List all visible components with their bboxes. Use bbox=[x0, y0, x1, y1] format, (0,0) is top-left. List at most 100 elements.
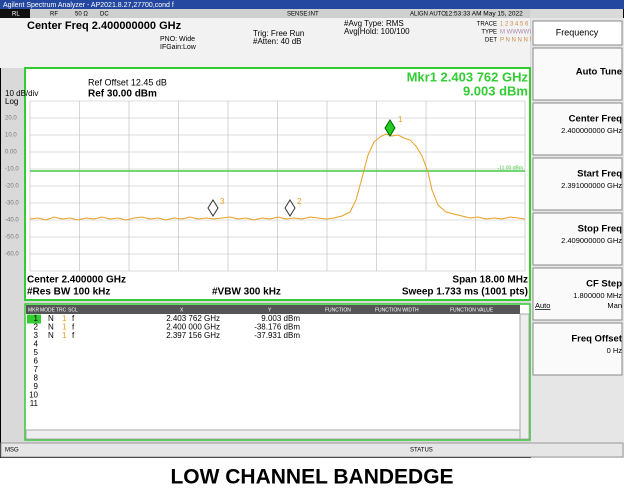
span: Span 18.00 MHz bbox=[452, 275, 528, 286]
trace-nums: 1 2 3 4 5 6 bbox=[500, 22, 529, 28]
marker-3 bbox=[207, 199, 219, 217]
menu-title-box bbox=[532, 20, 623, 46]
table-header-cell: MODE bbox=[40, 307, 56, 313]
table-row-num: 9 bbox=[34, 382, 39, 391]
table-cell: N bbox=[48, 323, 54, 332]
menu-button[interactable] bbox=[532, 157, 623, 211]
table-row-num: 4 bbox=[34, 340, 39, 349]
menu-button-label: Stop Freq bbox=[578, 224, 623, 235]
log: Log bbox=[5, 97, 18, 106]
title-bar bbox=[0, 0, 624, 9]
rf: RF bbox=[50, 12, 58, 18]
caption: LOW CHANNEL BANDEDGE bbox=[170, 466, 453, 489]
y-tick-label: -10.0 bbox=[5, 167, 19, 173]
marker-table bbox=[24, 303, 531, 441]
marker-freq: Mkr1 2.403 762 GHz bbox=[407, 69, 529, 84]
table-row-num: 7 bbox=[34, 365, 39, 374]
status-label: STATUS bbox=[410, 448, 433, 454]
impedance: 50 Ω bbox=[75, 12, 88, 18]
y-tick-label: -20.0 bbox=[5, 184, 19, 190]
table-cell: 2 bbox=[34, 323, 39, 332]
scrollbar bbox=[519, 313, 530, 440]
marker-level: 9.003 dBm bbox=[463, 83, 528, 98]
ifgain: IFGain:Low bbox=[160, 44, 197, 51]
table-cell: f bbox=[72, 323, 75, 332]
table-cell: 2.403 762 GHz bbox=[166, 314, 220, 323]
marker-1-label: 1 bbox=[398, 115, 403, 124]
menu-button-value: 2.400000000 GHz bbox=[561, 126, 622, 135]
menu-button-label: Freq Offset bbox=[571, 334, 623, 345]
h-scrollbar bbox=[25, 429, 521, 440]
y-tick-label: -60.0 bbox=[5, 252, 19, 258]
table-header-cell: TRC bbox=[56, 307, 67, 313]
table-header bbox=[26, 305, 520, 314]
menu-button[interactable] bbox=[532, 322, 623, 376]
table-row-num: 5 bbox=[34, 348, 39, 357]
table-cell: N bbox=[48, 314, 54, 323]
y-tick-label: 20.0 bbox=[5, 116, 17, 122]
ref-offset: Ref Offset 12.45 dB bbox=[88, 77, 167, 87]
marker-1 bbox=[384, 119, 396, 137]
table-cell: 1 bbox=[62, 323, 67, 332]
menu-button-value: 1.800000 MHz bbox=[573, 291, 622, 300]
table-header-cell: FUNCTION WIDTH bbox=[375, 307, 419, 313]
menu-button[interactable] bbox=[532, 47, 623, 101]
table-cell: -38.176 dBm bbox=[254, 323, 300, 332]
det-val: P N N N N N bbox=[500, 38, 534, 44]
menu-button[interactable] bbox=[532, 212, 623, 266]
menu-button-label: Auto Tune bbox=[576, 67, 622, 78]
menu-man: Man bbox=[607, 301, 622, 310]
coupling: DC bbox=[100, 12, 109, 18]
display-line-label: -11.00 dBm bbox=[498, 165, 523, 171]
header bbox=[0, 18, 530, 68]
det-label: DET bbox=[485, 38, 497, 44]
table-row-num: 6 bbox=[34, 357, 39, 366]
menu-button-label: Center Freq bbox=[569, 114, 623, 125]
menu-button[interactable] bbox=[532, 102, 623, 156]
menu-button-value: 0 Hz bbox=[607, 346, 623, 355]
sweep: Sweep 1.733 ms (1001 pts) bbox=[402, 287, 528, 298]
table-header-cell: FUNCTION bbox=[325, 307, 351, 313]
row-highlight bbox=[27, 314, 41, 324]
marker-3-label: 3 bbox=[220, 197, 225, 206]
table-header-cell: Y bbox=[268, 307, 272, 313]
menu-auto: Auto bbox=[535, 301, 550, 310]
pno: PNO: Wide bbox=[160, 36, 195, 43]
y-tick-label: 0.00 bbox=[5, 150, 17, 156]
marker-2 bbox=[284, 199, 296, 217]
table-row-num: 11 bbox=[30, 399, 39, 408]
table-header-cell: MKR bbox=[28, 307, 40, 313]
status-row bbox=[0, 9, 530, 18]
menu-button[interactable] bbox=[532, 267, 623, 321]
rbw: #Res BW 100 kHz bbox=[27, 287, 110, 298]
time: 12:53:33 AM May 15, 2022 bbox=[445, 11, 523, 18]
table-header-cell: FUNCTION VALUE bbox=[450, 307, 494, 313]
table-header-cell: X bbox=[180, 307, 184, 313]
table-cell: N bbox=[48, 331, 54, 340]
y-tick-label: -50.0 bbox=[5, 235, 19, 241]
table-cell: 2.400 000 GHz bbox=[166, 323, 220, 332]
table-cell: -37.931 dBm bbox=[254, 331, 300, 340]
table-row-num: 8 bbox=[34, 374, 39, 383]
atten: #Atten: 40 dB bbox=[253, 37, 301, 46]
table-cell: f bbox=[72, 331, 75, 340]
menu-button-label: Start Freq bbox=[577, 169, 622, 180]
table-cell: f bbox=[72, 314, 75, 323]
ref-level: Ref 30.00 dBm bbox=[88, 89, 157, 100]
trig: Trig: Free Run bbox=[253, 29, 304, 38]
table-cell: 9.003 dBm bbox=[261, 314, 300, 323]
rl-box bbox=[0, 9, 30, 18]
rl: RL bbox=[12, 12, 20, 18]
table-cell: 1 bbox=[62, 314, 67, 323]
center-freq: Center Freq 2.400000000 GHz bbox=[27, 20, 182, 32]
y-tick-label: -40.0 bbox=[5, 218, 19, 224]
menu-button-label: CF Step bbox=[586, 279, 622, 290]
table-cell: 1 bbox=[62, 331, 67, 340]
menu-button-value: 2.391000000 GHz bbox=[561, 181, 622, 190]
menu-title: Frequency bbox=[556, 27, 599, 37]
trace-label: TRACE bbox=[477, 22, 497, 28]
table-body: MKR MODE TRC SCL X Y FUNCTION FUNCTION WIDTH FUN… bbox=[27, 307, 494, 408]
center: Center 2.400000 GHz bbox=[27, 275, 126, 286]
